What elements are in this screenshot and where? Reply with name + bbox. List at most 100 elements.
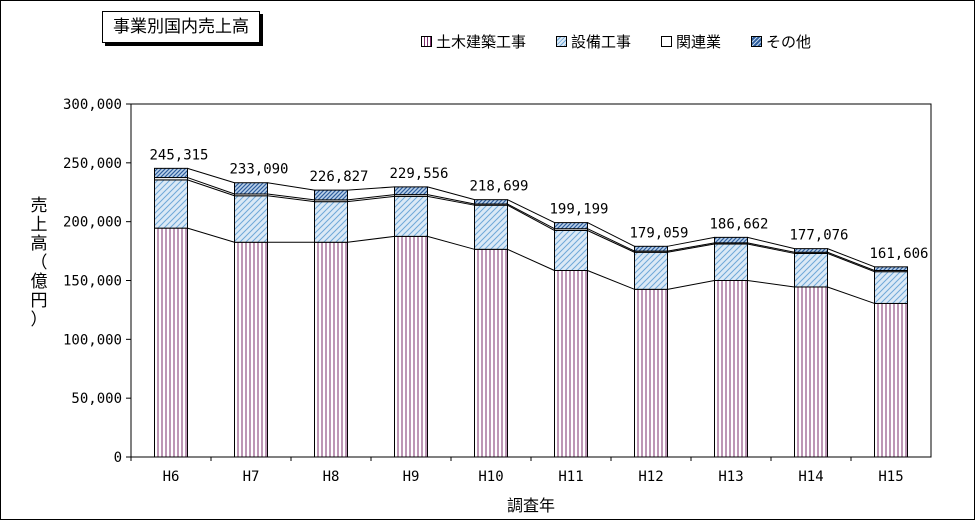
series-line xyxy=(187,167,235,184)
bar-segment xyxy=(314,201,348,243)
total-label: 179,059 xyxy=(629,225,688,241)
y-tick-label: 250,000 xyxy=(63,156,122,172)
bar-segment xyxy=(154,167,188,179)
series-line xyxy=(827,252,875,273)
series-line xyxy=(187,177,235,195)
legend-swatch xyxy=(421,36,432,47)
series-line xyxy=(667,242,715,252)
series-line xyxy=(507,203,555,230)
bar-segment xyxy=(554,222,588,230)
bar-segment xyxy=(394,186,428,196)
plot-area: 0 50,000 100,000 150,000 200,000 250,000 300,0… xyxy=(63,97,932,485)
bar-segment xyxy=(234,195,268,243)
bar-segment xyxy=(554,269,588,458)
series-line xyxy=(187,179,235,197)
total-label: 245,315 xyxy=(149,147,208,163)
series-line xyxy=(347,235,395,243)
bar-segment xyxy=(874,266,908,271)
bar-segment xyxy=(394,195,428,237)
total-label: 229,556 xyxy=(389,166,448,182)
legend-item: 関連業 xyxy=(661,31,721,52)
legend-item: その他 xyxy=(751,31,811,52)
bar-segment xyxy=(714,243,748,281)
x-axis-label: 調査年 xyxy=(507,496,555,515)
series-line xyxy=(187,227,235,243)
bar-segment xyxy=(474,204,508,250)
series-line xyxy=(667,280,715,290)
bar-segment xyxy=(234,241,268,458)
y-tick-label: 150,000 xyxy=(63,274,122,290)
series-line xyxy=(747,243,795,254)
bar-segment xyxy=(794,248,828,253)
total-label: 199,199 xyxy=(549,202,608,218)
legend-item: 設備工事 xyxy=(556,31,631,52)
legend-label: その他 xyxy=(766,33,812,51)
total-label: 233,090 xyxy=(229,162,288,178)
series-line xyxy=(827,286,875,304)
bar-segment xyxy=(154,179,188,229)
bar-segment xyxy=(554,229,588,271)
series-line xyxy=(747,242,795,253)
bar-segment xyxy=(314,189,348,201)
series-line xyxy=(347,186,395,191)
bar-segment xyxy=(794,252,828,288)
series-line xyxy=(267,182,315,191)
series-line xyxy=(347,194,395,201)
legend: 土木建築工事 設備工事 関連業 その他 xyxy=(421,31,841,52)
series-line xyxy=(427,235,475,250)
x-tick-label: H13 xyxy=(718,469,743,485)
bar-segment xyxy=(314,241,348,458)
bar-segment xyxy=(634,245,668,252)
series-line xyxy=(267,195,315,203)
series-line xyxy=(347,195,395,203)
x-tick-label: H7 xyxy=(243,469,260,485)
legend-label: 関連業 xyxy=(676,33,722,51)
series-line xyxy=(587,230,635,253)
series-line xyxy=(267,193,315,201)
x-tick-label: H6 xyxy=(163,469,180,485)
series-line xyxy=(587,270,635,290)
bar-segment xyxy=(794,286,828,458)
series-line xyxy=(827,251,875,271)
x-tick-label: H11 xyxy=(558,469,583,485)
bar-segment xyxy=(634,251,668,290)
series-line xyxy=(667,243,715,253)
legend-label: 設備工事 xyxy=(571,33,632,51)
legend-item: 土木建築工事 xyxy=(421,31,526,52)
x-tick-label: H9 xyxy=(403,469,420,485)
series-line xyxy=(747,236,795,250)
series-line xyxy=(507,204,555,231)
bar-segment xyxy=(874,302,908,458)
x-tick-label: H14 xyxy=(798,469,823,485)
series-line xyxy=(667,236,715,247)
series-line xyxy=(587,228,635,252)
bar-segment xyxy=(474,248,508,458)
bar-segment xyxy=(474,199,508,205)
bar-segment xyxy=(394,235,428,458)
y-tick-label: 300,000 xyxy=(63,97,122,113)
series-line xyxy=(427,186,475,201)
x-tick-label: H15 xyxy=(878,469,903,485)
series-line xyxy=(587,222,635,247)
y-tick-label: 50,000 xyxy=(71,391,122,407)
bar-segment xyxy=(874,271,908,304)
series-line xyxy=(507,248,555,271)
bar-segment xyxy=(634,288,668,458)
total-label: 218,699 xyxy=(469,179,528,195)
x-tick-label: H12 xyxy=(638,469,663,485)
bar-segment xyxy=(714,280,748,458)
legend-swatch xyxy=(556,36,568,47)
y-tick-label: 200,000 xyxy=(63,215,122,231)
bar-segment xyxy=(154,227,188,458)
series-line xyxy=(827,248,875,268)
total-label: 161,606 xyxy=(869,246,928,262)
x-tick-label: H8 xyxy=(323,469,340,485)
series-line xyxy=(427,195,475,206)
chart-title: 事業別国内売上高 xyxy=(102,11,260,43)
x-tick-label: H10 xyxy=(478,469,503,485)
bar-segment xyxy=(714,236,748,244)
series-line xyxy=(427,194,475,205)
y-tick-label: 0 xyxy=(114,450,122,466)
